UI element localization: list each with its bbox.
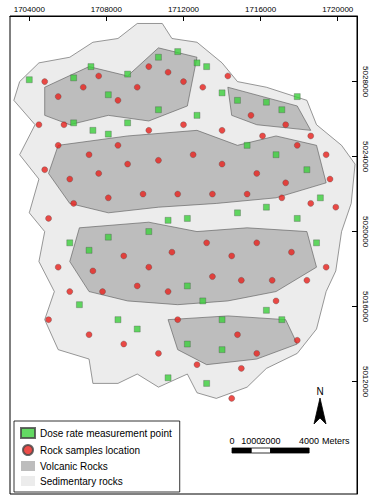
svg-text:Rock samples location: Rock samples location	[40, 445, 140, 456]
svg-text:1708000: 1708000	[91, 5, 123, 14]
svg-text:N: N	[316, 386, 323, 397]
svg-text:1704000: 1704000	[14, 5, 46, 14]
svg-text:0: 0	[229, 436, 234, 446]
svg-text:5028000: 5028000	[361, 66, 370, 98]
svg-text:1000: 1000	[241, 436, 261, 446]
svg-text:1716000: 1716000	[245, 5, 277, 14]
svg-text:2000: 2000	[261, 436, 281, 446]
svg-text:4000: 4000	[299, 436, 319, 446]
svg-text:Meters: Meters	[322, 436, 350, 446]
svg-text:5024000: 5024000	[361, 141, 370, 173]
svg-text:Dose rate measurement point: Dose rate measurement point	[40, 428, 172, 439]
svg-text:5016000: 5016000	[361, 291, 370, 323]
svg-text:Sedimentary rocks: Sedimentary rocks	[40, 476, 123, 487]
svg-text:5020000: 5020000	[361, 216, 370, 248]
svg-text:1712000: 1712000	[168, 5, 200, 14]
svg-text:Volcanic Rocks: Volcanic Rocks	[40, 461, 108, 472]
svg-text:5012000: 5012000	[361, 366, 370, 398]
svg-text:1720000: 1720000	[322, 5, 354, 14]
